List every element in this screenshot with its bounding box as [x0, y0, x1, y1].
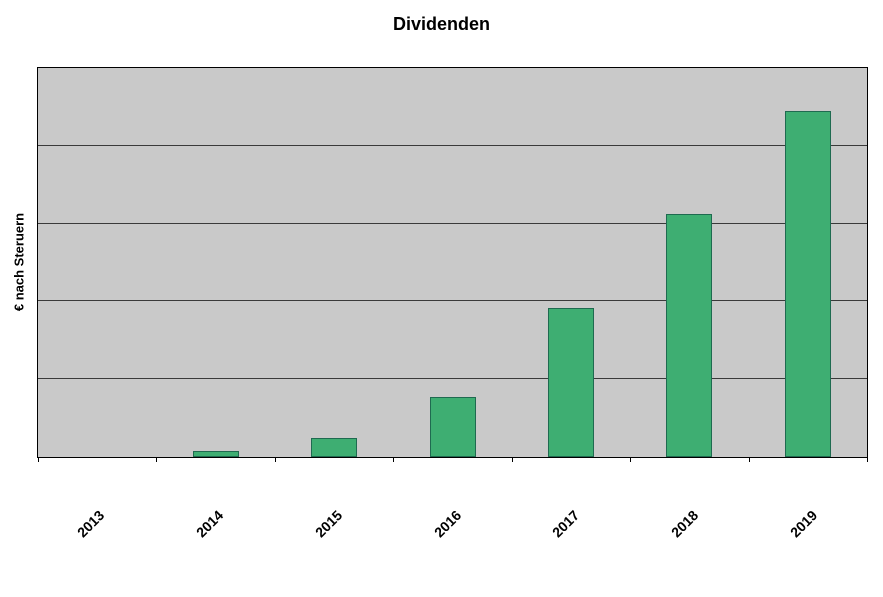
x-axis-tick: [156, 457, 158, 462]
bar-2017: [547, 307, 594, 457]
x-axis-labels: 2013 2014 2015 2016 2017 2018 2019: [37, 459, 868, 579]
x-tick-label-2013: 2013: [74, 507, 108, 541]
x-tick-label-2016: 2016: [430, 507, 464, 541]
x-axis-tick: [630, 457, 632, 462]
x-axis-tick: [393, 457, 395, 462]
gridline: [38, 222, 867, 224]
bar-2014: [192, 450, 239, 457]
x-tick-label-2017: 2017: [549, 507, 583, 541]
x-axis-tick: [511, 457, 513, 462]
bar-2018: [666, 213, 713, 457]
x-tick-label-2014: 2014: [193, 507, 227, 541]
x-tick-label-2018: 2018: [667, 507, 702, 541]
x-tick-label-2019: 2019: [786, 507, 820, 541]
plot-area: [37, 67, 868, 462]
x-axis-tick: [748, 457, 750, 462]
gridline: [38, 378, 867, 380]
x-axis-tick: [867, 457, 868, 462]
chart-title: Dividenden: [392, 14, 490, 34]
x-axis-tick: [274, 457, 276, 462]
bar-2019: [784, 110, 831, 457]
x-axis-tick: [38, 457, 39, 462]
gridline: [38, 300, 867, 302]
bar-2016: [429, 397, 476, 457]
bar-2015: [311, 437, 358, 457]
gridline: [38, 144, 867, 146]
y-axis-label: € nach Steruern: [11, 212, 27, 312]
x-tick-label-2015: 2015: [311, 507, 346, 541]
